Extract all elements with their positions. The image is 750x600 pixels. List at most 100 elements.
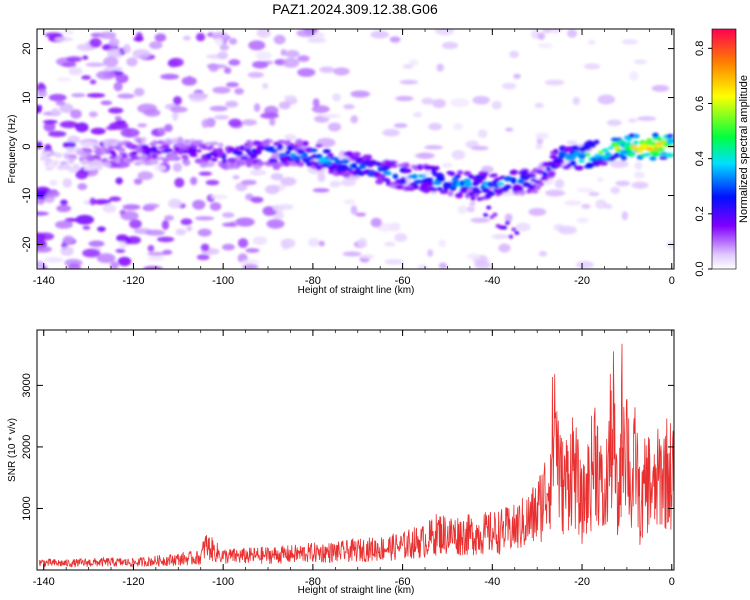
- heatmap-cell: [262, 83, 269, 89]
- heatmap-cell: [348, 169, 355, 174]
- heatmap-cell: [285, 50, 300, 58]
- heatmap-cell: [211, 31, 229, 41]
- heatmap-cell: [198, 171, 213, 176]
- heatmap-cell: [416, 152, 435, 159]
- heatmap-cell: [627, 118, 638, 123]
- heatmap-cell: [491, 233, 510, 240]
- heatmap-cell: [226, 81, 239, 88]
- heatmap-cell: [89, 161, 96, 166]
- snr-x-tick-label: -20: [574, 576, 590, 588]
- heatmap-cell: [273, 162, 280, 167]
- heatmap-cell: [572, 96, 580, 106]
- heatmap-cell: [133, 87, 145, 97]
- heatmap-cell: [225, 100, 239, 108]
- heatmap-cell: [157, 127, 166, 135]
- heatmap-cell: [89, 79, 97, 85]
- heatmap-cell: [413, 111, 423, 118]
- heatmap-cell: [108, 37, 120, 48]
- heatmap-cell: [434, 29, 455, 36]
- heatmap-cell: [535, 132, 550, 140]
- heatmap-cell: [328, 122, 342, 132]
- heatmap-cell: [161, 144, 170, 149]
- heatmap-cell: [234, 87, 244, 95]
- heatmap-cell: [656, 146, 665, 153]
- heatmap-cell: [509, 50, 519, 59]
- heatmap-cell: [343, 104, 355, 110]
- heatmap-cell: [587, 40, 596, 45]
- heatmap-cell: [538, 251, 548, 257]
- heatmap-cell: [201, 144, 208, 150]
- heatmap-cell: [93, 199, 112, 205]
- heatmap-cell: [237, 160, 245, 166]
- heatmap-cell: [82, 55, 89, 60]
- spectrogram-y-tick-label: -10: [21, 188, 33, 204]
- heatmap-cell: [147, 244, 155, 252]
- heatmap-cell: [62, 30, 74, 35]
- heatmap-cell: [214, 37, 224, 45]
- heatmap-cell: [62, 141, 77, 149]
- heatmap-cell: [389, 160, 397, 165]
- heatmap-cell: [370, 217, 382, 228]
- heatmap-cell: [610, 186, 621, 194]
- heatmap-cell: [103, 66, 124, 72]
- heatmap-cell: [405, 168, 412, 174]
- heatmap-cell: [505, 220, 511, 225]
- heatmap-cell: [640, 143, 649, 149]
- heatmap-cell: [217, 51, 229, 60]
- heatmap-cell: [113, 81, 123, 92]
- heatmap-cell: [554, 178, 565, 189]
- heatmap-cell: [659, 155, 668, 160]
- heatmap-cell: [208, 63, 219, 72]
- heatmap-cell: [633, 133, 640, 139]
- heatmap-cell: [195, 216, 215, 221]
- heatmap-cell: [108, 107, 124, 114]
- heatmap-cell: [608, 146, 615, 150]
- heatmap-cell: [325, 160, 333, 166]
- snr-x-tick-label: -60: [395, 576, 411, 588]
- heatmap-cell: [140, 137, 147, 142]
- heatmap-cell: [283, 95, 297, 101]
- heatmap-cell: [59, 103, 74, 114]
- heatmap-cell: [505, 127, 514, 132]
- heatmap-cell: [249, 169, 267, 176]
- heatmap-cell: [50, 107, 61, 117]
- heatmap-cell: [466, 206, 475, 213]
- heatmap-cell: [297, 148, 303, 155]
- heatmap-cell: [534, 102, 544, 109]
- heatmap-cell: [340, 158, 350, 164]
- heatmap-cell: [273, 34, 286, 45]
- colorbar-ticks: 0.0 0.2 0.4 0.6 0.8: [694, 41, 712, 277]
- heatmap-cell: [100, 100, 113, 106]
- heatmap-cell: [180, 218, 193, 226]
- heatmap-cell: [99, 31, 117, 40]
- heatmap-cell: [186, 225, 193, 232]
- heatmap-cell: [232, 149, 240, 155]
- heatmap-cell: [37, 88, 48, 98]
- heatmap-cell: [37, 82, 45, 91]
- heatmap-cell: [521, 176, 531, 181]
- heatmap-cell: [190, 176, 198, 186]
- heatmap-cell: [399, 177, 407, 183]
- heatmap-cell: [609, 155, 616, 161]
- heatmap-cell: [491, 101, 502, 110]
- heatmap-cell: [417, 174, 427, 178]
- heatmap-cell: [528, 174, 537, 178]
- heatmap-cell: [56, 77, 72, 82]
- heatmap-cell: [194, 158, 204, 164]
- heatmap-cell: [477, 129, 488, 139]
- heatmap-cell: [66, 56, 83, 63]
- heatmap-cell: [145, 229, 166, 236]
- colorbar-label: Normalized spectral amplitude: [738, 75, 750, 223]
- heatmap-cell: [102, 203, 117, 213]
- heatmap-cell: [466, 253, 481, 260]
- heatmap-cell: [384, 241, 396, 247]
- heatmap-cell: [129, 219, 142, 229]
- heatmap-cell: [569, 160, 577, 166]
- heatmap-cell: [228, 59, 241, 66]
- heatmap-cell: [44, 257, 64, 263]
- heatmap-cell: [509, 171, 517, 175]
- heatmap-cell: [637, 116, 657, 121]
- heatmap-cell: [391, 164, 398, 168]
- heatmap-cell: [576, 217, 589, 224]
